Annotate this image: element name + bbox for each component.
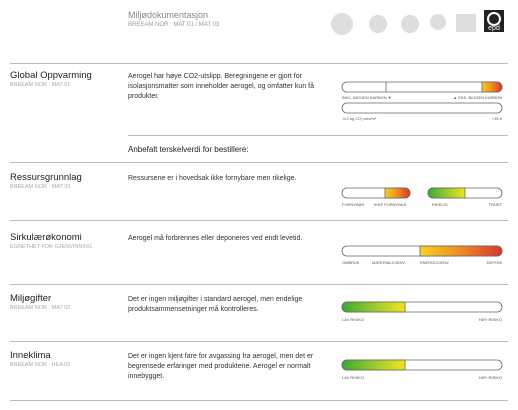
scale-label: FORNYBAR: [342, 202, 365, 207]
section-title: Ressursgrunnlag: [10, 172, 82, 183]
section-description: Det er ingen miljøgifter i standard aero…: [128, 296, 303, 313]
logo-text: epd: [488, 25, 500, 32]
header-title: Miljødokumentasjon: [128, 10, 209, 20]
divider: [10, 162, 508, 163]
section-title: Global Oppvarming: [10, 70, 92, 81]
scale-label: +15,0: [491, 116, 502, 121]
divider: [10, 341, 508, 342]
section-description: Aerogel må forbrennes eller deponeres ve…: [128, 235, 303, 242]
scale-bars: [341, 81, 503, 371]
logos: epd: [331, 10, 504, 35]
scale-label: OMBRUK: [342, 260, 360, 265]
scale-label: LAV RISIKO: [342, 375, 364, 380]
section-code: EGNETHET FOR GJENVINNING: [10, 244, 93, 250]
scale-label: INKL. BIOGEN KARBON ▼: [342, 95, 392, 100]
divider: [128, 135, 508, 136]
scale-label: HØY RISIKO: [478, 317, 502, 322]
scale-label: DEPONI: [486, 260, 502, 265]
scale-label: LAV RISIKO: [342, 317, 364, 322]
section-code: BREEAM NOR : MAT 03: [10, 184, 71, 190]
scale-label: IKKE FORNYBAR: [374, 202, 407, 207]
section-title: Miljøgifter: [10, 293, 52, 304]
scale-label: HØY RISIKO: [478, 375, 502, 380]
scale-label: MATERIALGJENV.: [372, 260, 406, 265]
divider: [10, 284, 508, 285]
scale-label: ENERGIGJENV.: [420, 260, 450, 265]
section-code: BREEAM NOR : HEA 02: [10, 362, 71, 368]
divider: [10, 220, 508, 221]
scale-label: RIKELIG: [432, 202, 448, 207]
threshold-heading: Anbefalt terskelverdi for bestillere:: [128, 145, 249, 154]
scale-label: -5,0 kg CO₂-ekv/m²: [342, 116, 377, 121]
divider: [10, 63, 508, 64]
section-description: Ressursene er i hovedsak ikke fornybare …: [128, 175, 297, 182]
section-description: Aerogel har høye CO2-utslipp. Beregninge…: [128, 73, 314, 100]
section-title: Inneklima: [10, 350, 51, 361]
scale-label: TRUET: [488, 202, 502, 207]
section-description: Det er ingen kjent fare for avgassing fr…: [128, 353, 314, 380]
header-subtitle: BREEAM NOR : MAT 01 / MAT 03: [128, 22, 220, 28]
divider: [10, 400, 508, 401]
scale-label: ▲ EKS. BIOGEN KARBON: [453, 95, 502, 100]
section-code: BREEAM NOR : MAT 02: [10, 305, 71, 311]
section-code: BREEAM NOR : MAT 01: [10, 82, 71, 88]
section-title: Sirkulærøkonomi: [10, 232, 82, 243]
